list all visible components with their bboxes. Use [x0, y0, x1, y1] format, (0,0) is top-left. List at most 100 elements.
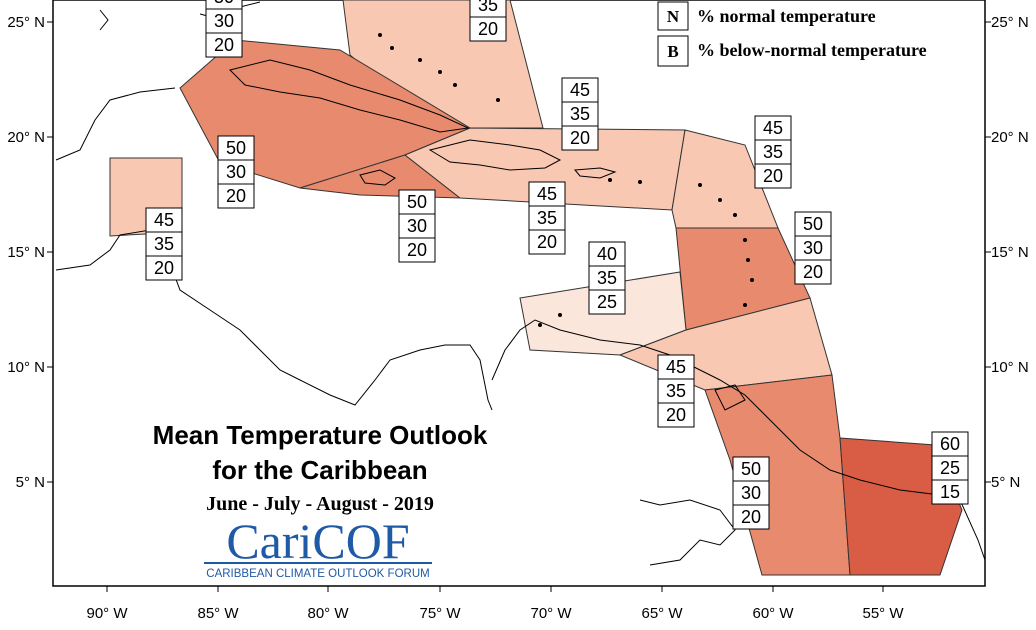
- y-tick-label-right: 5° N: [991, 474, 1020, 491]
- prob-cell: [145, 255, 183, 281]
- prob-box-northwest-bahamas: 50 30 20: [205, 0, 243, 58]
- prob-value: 45: [570, 80, 590, 100]
- prob-cell: [469, 16, 507, 42]
- prob-value: 30: [407, 216, 427, 236]
- y-tick-label-right: 25° N: [991, 14, 1029, 31]
- prob-value: 20: [537, 232, 557, 252]
- prob-value: 35: [597, 268, 617, 288]
- prob-cell: [754, 139, 792, 165]
- prob-value: 15: [940, 482, 960, 502]
- prob-value: 35: [763, 142, 783, 162]
- prob-value: 20: [763, 166, 783, 186]
- prob-value: 20: [407, 240, 427, 260]
- prob-box-cuba: 50 30 20: [217, 135, 255, 209]
- svg-text:% normal temperature: % normal temperature: [697, 6, 876, 26]
- x-tick-label: 90° W: [86, 605, 128, 622]
- prob-box-hispaniola: 45 35 20: [528, 181, 566, 255]
- x-tick-label: 70° W: [530, 605, 572, 622]
- prob-cell: [217, 159, 255, 185]
- prob-cell: [528, 181, 566, 207]
- x-tick-label: 60° W: [752, 605, 794, 622]
- y-tick-label-right: 10° N: [991, 359, 1029, 376]
- logo-tagline: CARIBBEAN CLIMATE OUTLOOK FORUM: [206, 568, 429, 580]
- prob-box-trinidad-tobago: 45 35 20: [657, 354, 695, 428]
- legend-item-normal: N % normal temperature: [657, 1, 876, 31]
- prob-cell: [794, 259, 832, 285]
- y-tick-label-left: 5° N: [16, 474, 45, 491]
- prob-cell: [205, 32, 243, 58]
- prob-value: 50: [214, 0, 234, 7]
- prob-value: 30: [741, 483, 761, 503]
- prob-value: 30: [803, 238, 823, 258]
- prob-value: 35: [537, 208, 557, 228]
- title-line-2: for the Caribbean: [212, 455, 427, 485]
- svg-text:N: N: [667, 7, 680, 26]
- y-tick-label-left: 15° N: [7, 244, 45, 261]
- x-tick-label: 80° W: [307, 605, 349, 622]
- prob-value: 40: [597, 244, 617, 264]
- prob-cell: [732, 480, 770, 506]
- prob-cell: [145, 207, 183, 233]
- prob-box-guyana: 50 30 20: [732, 456, 770, 530]
- prob-box-french-guiana: 60 25 15: [931, 431, 969, 505]
- prob-value: 25: [940, 458, 960, 478]
- x-axis-labels: 90° W 85° W 80° W 75° W 70° W 65° W 60° W 55° W: [86, 586, 904, 622]
- prob-cell: [561, 101, 599, 127]
- y-tick-label-left: 25° N: [7, 14, 45, 31]
- prob-value: 35: [570, 104, 590, 124]
- prob-value: 45: [763, 118, 783, 138]
- prob-box-abc-islands: 40 35 25: [588, 241, 626, 315]
- prob-value: 20: [666, 405, 686, 425]
- prob-value: 45: [537, 184, 557, 204]
- legend: N % normal temperature B % below-normal …: [657, 1, 927, 67]
- prob-cell: [588, 289, 626, 315]
- prob-value: 45: [666, 357, 686, 377]
- prob-cell: [657, 378, 695, 404]
- season-subtitle: June - July - August - 2019: [206, 493, 434, 515]
- map-frame: [52, 0, 986, 587]
- prob-box-leeward-islands: 45 35 20: [754, 115, 792, 189]
- y-tick-label-left: 10° N: [7, 359, 45, 376]
- x-tick-label: 65° W: [641, 605, 683, 622]
- prob-box-jamaica: 50 30 20: [398, 189, 436, 263]
- prob-value: 30: [214, 11, 234, 31]
- prob-value: 25: [597, 292, 617, 312]
- prob-value: 20: [741, 507, 761, 527]
- prob-value: 20: [226, 186, 246, 206]
- y-tick-label-right: 15° N: [991, 244, 1029, 261]
- y-axis-labels-left: 25° N 20° N 15° N 10° N 5° N: [7, 14, 53, 491]
- prob-box-turks-caicos: 45 35 20: [561, 77, 599, 151]
- prob-cell: [931, 431, 969, 457]
- prob-cell: [528, 229, 566, 255]
- prob-cell: [794, 235, 832, 261]
- prob-value: 20: [214, 35, 234, 55]
- prob-cell: [217, 183, 255, 209]
- prob-value: 35: [478, 0, 498, 15]
- probability-boxes: 3520503020503020453520503020453520453520…: [145, 0, 969, 530]
- prob-value: 35: [666, 381, 686, 401]
- prob-value: 20: [478, 19, 498, 39]
- prob-cell: [561, 125, 599, 151]
- prob-cell: [217, 135, 255, 161]
- svg-text:B: B: [667, 42, 678, 61]
- prob-cell: [145, 231, 183, 257]
- prob-cell: [754, 163, 792, 189]
- prob-cell: [931, 479, 969, 505]
- x-tick-label: 75° W: [419, 605, 461, 622]
- prob-cell: [398, 237, 436, 263]
- x-tick-label: 55° W: [862, 605, 904, 622]
- prob-cell: [754, 115, 792, 141]
- prob-value: 35: [154, 234, 174, 254]
- y-tick-label-left: 20° N: [7, 129, 45, 146]
- y-axis-labels-right: 25° N 20° N 15° N 10° N 5° N: [985, 14, 1029, 491]
- prob-value: 50: [741, 459, 761, 479]
- prob-value: 30: [226, 162, 246, 182]
- prob-cell: [732, 504, 770, 530]
- forecast-regions: [109, 0, 963, 576]
- legend-item-below: B % below-normal temperature: [657, 35, 927, 67]
- prob-value: 45: [154, 210, 174, 230]
- title-line-1: Mean Temperature Outlook: [153, 420, 488, 450]
- prob-box-windward-islands: 50 30 20: [794, 211, 832, 285]
- prob-value: 20: [154, 258, 174, 278]
- svg-text:% below-normal temperature: % below-normal temperature: [697, 40, 927, 60]
